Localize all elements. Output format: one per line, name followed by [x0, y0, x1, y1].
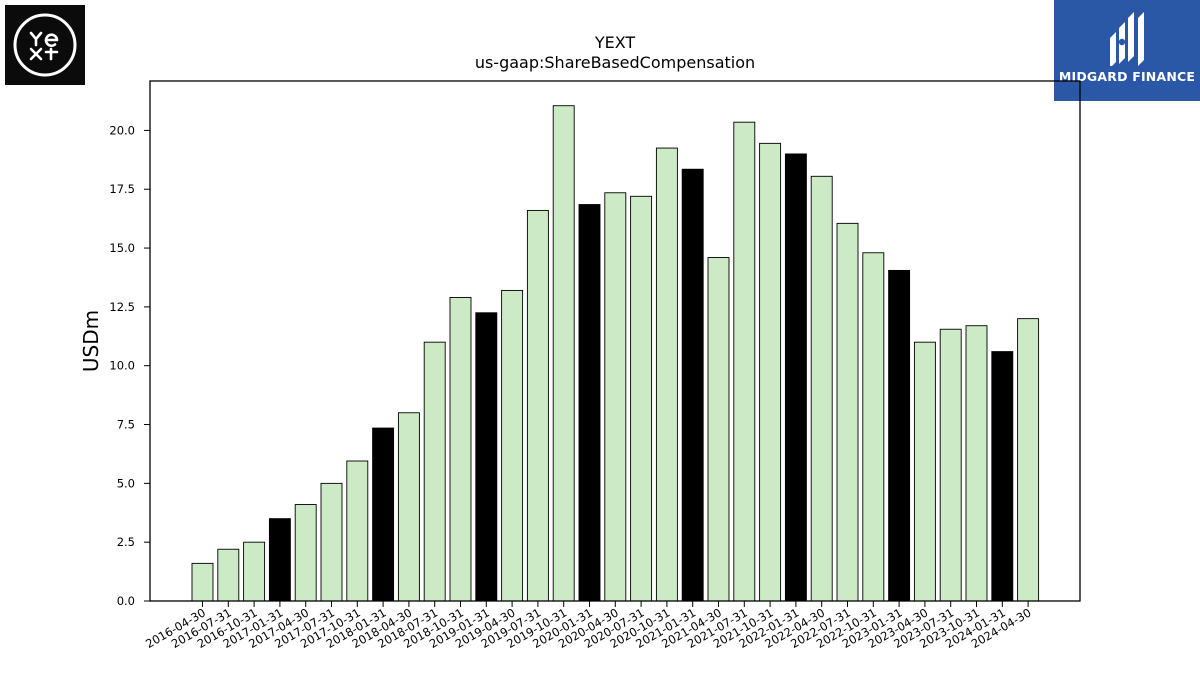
y-tick-label: 2.5 [117, 535, 135, 549]
y-tick-label: 20.0 [109, 123, 135, 137]
bar-2019-10-31 [552, 105, 575, 602]
bars-group [191, 105, 1040, 602]
bar-2020-10-31 [655, 147, 678, 602]
y-axis-label: USDm [79, 310, 103, 372]
bar-2021-01-31 [681, 168, 704, 602]
bar-2020-01-31 [578, 204, 601, 602]
bar-2017-01-31 [268, 518, 291, 602]
y-tick-label: 15.0 [109, 241, 135, 255]
bar-2021-07-31 [733, 121, 756, 602]
plot-frame [149, 80, 1081, 602]
bar-2020-07-31 [630, 195, 653, 602]
bar-2021-10-31 [759, 142, 782, 602]
bar-2018-10-31 [449, 297, 472, 602]
bar-2017-10-31 [346, 460, 369, 602]
bar-2018-01-31 [372, 427, 395, 602]
bar-2024-04-30 [1017, 318, 1040, 602]
y-tick-label: 10.0 [109, 359, 135, 373]
yext-logo [5, 5, 85, 85]
bar-2023-01-31 [888, 269, 911, 602]
midgard-finance-logo: MIDGARD FINANCE [1054, 0, 1200, 101]
bar-2022-04-30 [810, 175, 833, 602]
bar-2019-01-31 [475, 312, 498, 602]
chart-title: YEXT [594, 33, 636, 52]
bar-2018-07-31 [423, 341, 446, 602]
bar-2020-04-30 [604, 192, 627, 602]
bar-2016-07-31 [217, 548, 240, 602]
bar-2016-04-30 [191, 562, 214, 602]
x-axis-ticks: 2016-04-302016-07-312016-10-312017-01-31… [143, 601, 1034, 651]
bar-2017-07-31 [320, 482, 343, 602]
bar-2022-10-31 [862, 252, 885, 602]
bar-2023-10-31 [965, 325, 988, 602]
y-tick-label: 17.5 [109, 182, 135, 196]
bar-2023-07-31 [939, 328, 962, 602]
bar-2022-07-31 [836, 222, 859, 602]
yext-logo-icon [13, 13, 77, 77]
bar-2023-04-30 [913, 341, 936, 602]
bar-2022-01-31 [784, 153, 807, 602]
bar-2019-07-31 [526, 209, 549, 602]
bar-2019-04-30 [501, 289, 524, 602]
brand-name: MIDGARD FINANCE [1058, 69, 1196, 84]
bar-2024-01-31 [991, 351, 1014, 602]
midgard-finance-logo-icon [1110, 12, 1144, 66]
bar-2018-04-30 [397, 412, 420, 602]
y-tick-label: 5.0 [117, 476, 135, 490]
y-tick-label: 7.5 [117, 418, 135, 432]
bar-2016-10-31 [243, 541, 266, 602]
y-tick-label: 12.5 [109, 300, 135, 314]
bar-2017-04-30 [294, 504, 317, 602]
y-axis-ticks: 0.0 2.5 5.0 7.5 10.0 12.5 15.0 17.5 20.0 [109, 123, 150, 608]
bar-2021-04-30 [707, 257, 730, 602]
y-tick-label: 0.0 [117, 594, 135, 608]
chart-subtitle: us-gaap:ShareBasedCompensation [475, 53, 755, 72]
